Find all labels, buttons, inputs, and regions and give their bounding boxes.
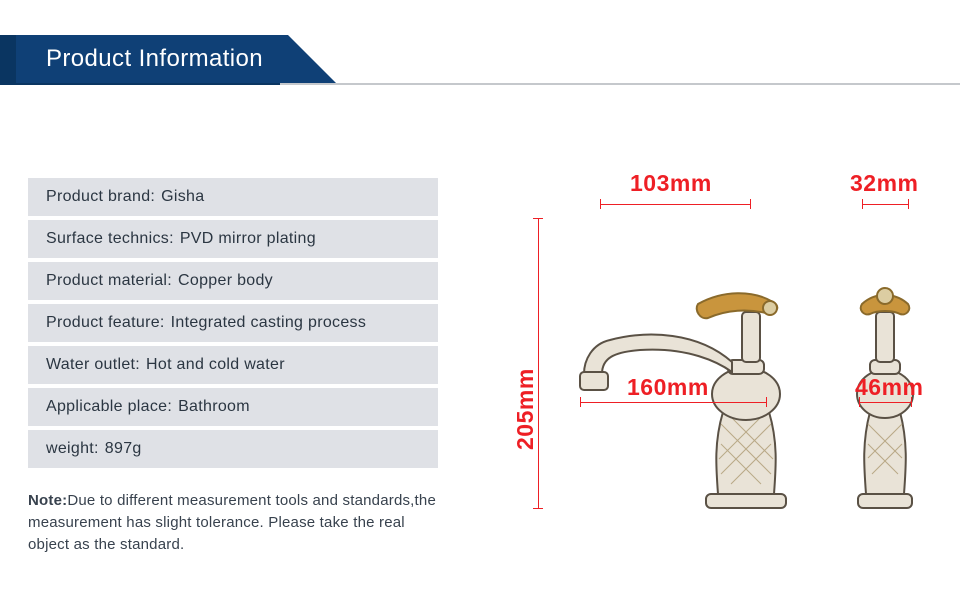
spec-label: Water outlet: [46, 356, 140, 374]
spec-value: Integrated casting process [171, 314, 366, 332]
dim-cap [911, 397, 912, 407]
dim-height: 205mm [512, 368, 539, 450]
section-title: Product Information [0, 35, 288, 83]
dim-line [600, 204, 750, 205]
spec-value: PVD mirror plating [180, 230, 316, 248]
spec-row: Water outlet: Hot and cold water [28, 346, 438, 388]
dim-cap [533, 218, 543, 219]
dimension-diagram: 103mm 32mm 160mm 46mm 205mm [492, 170, 942, 540]
note-body: Due to different measurement tools and s… [28, 492, 436, 553]
dim-cap [600, 199, 601, 209]
faucet-front-view [840, 212, 930, 512]
spec-label: Applicable place: [46, 398, 172, 416]
spec-label: Surface technics: [46, 230, 174, 248]
spec-value: Gisha [161, 188, 204, 206]
spec-label: Product material: [46, 272, 172, 290]
header-underline-dark [0, 83, 280, 85]
spec-value: Hot and cold water [146, 356, 285, 374]
dim-handle-top: 32mm [850, 170, 918, 197]
note-bold: Note: [28, 492, 67, 509]
dim-line [580, 402, 766, 403]
dim-cap [750, 199, 751, 209]
spec-row: Product brand: Gisha [28, 178, 438, 220]
spec-row: Product material: Copper body [28, 262, 438, 304]
dim-line [538, 218, 539, 508]
dim-body-width: 46mm [855, 374, 923, 401]
note-text: Note:Due to different measurement tools … [28, 490, 448, 555]
dim-cap [580, 397, 581, 407]
spec-label: Product brand: [46, 188, 155, 206]
spec-row: Applicable place: Bathroom [28, 388, 438, 430]
header-triangle [288, 35, 336, 83]
dim-cap [908, 199, 909, 209]
section-header: Product Information [0, 35, 336, 83]
faucet-side-view [548, 212, 818, 512]
spec-value: 897g [105, 440, 142, 458]
dim-spout-length: 160mm [627, 374, 709, 401]
spec-row: weight: 897g [28, 430, 438, 472]
spec-label: weight: [46, 440, 99, 458]
spec-table: Product brand: Gisha Surface technics: PVD… [28, 178, 438, 472]
dim-cap [859, 397, 860, 407]
dim-cap [766, 397, 767, 407]
spec-row: Product feature: Integrated casting proce… [28, 304, 438, 346]
spec-value: Bathroom [178, 398, 250, 416]
spec-row: Surface technics: PVD mirror plating [28, 220, 438, 262]
spec-value: Copper body [178, 272, 273, 290]
dim-cap [862, 199, 863, 209]
dim-cap [533, 508, 543, 509]
dim-spout-top: 103mm [630, 170, 712, 197]
spec-label: Product feature: [46, 314, 165, 332]
dim-line [862, 204, 908, 205]
dim-line [859, 402, 911, 403]
